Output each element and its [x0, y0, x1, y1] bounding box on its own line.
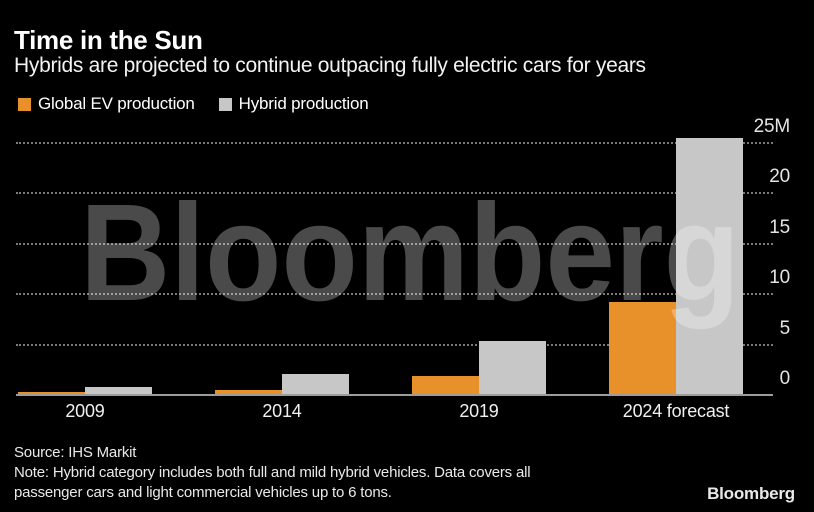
note-line-1: Note: Hybrid category includes both full… — [14, 464, 531, 481]
hybrid-bar-2014 — [282, 373, 349, 394]
hybrid-bar-2019 — [479, 340, 546, 394]
x-axis-label-2019: 2019 — [459, 401, 499, 421]
legend-label-ev: Global EV production — [38, 94, 195, 113]
gridline-15 — [16, 242, 773, 245]
gridline-5 — [16, 343, 773, 346]
ev-bar-2024 — [609, 302, 676, 394]
ev-bar-2014 — [215, 390, 282, 394]
ev-bar-2009 — [18, 392, 85, 394]
legend-item-hybrid: Hybrid production — [218, 94, 369, 114]
page-title: Time in the Sun — [14, 25, 203, 55]
y-axis-tick-label: 25M — [753, 116, 791, 137]
page-subtitle: Hybrids are projected to continue outpac… — [14, 54, 646, 77]
plot-area: 25M 20 15 10 5 0 — [0, 116, 814, 396]
legend-label-hybrid: Hybrid production — [238, 94, 369, 113]
y-axis-tick-label: 15 — [769, 216, 790, 238]
x-axis-label-2014: 2014 — [262, 401, 302, 421]
gridline-25 — [16, 142, 773, 144]
x-axis-label-2024: 2024 forecast — [622, 401, 730, 421]
ev-color-swatch-icon — [18, 97, 31, 111]
x-axis-labels: 2009 2014 2019 2024 forecast — [0, 401, 814, 423]
gridline-20 — [16, 192, 773, 195]
x-axis-baseline — [16, 394, 773, 396]
hybrid-bar-2009 — [85, 386, 152, 394]
hybrid-color-swatch-icon — [218, 97, 232, 111]
ev-bar-2019 — [412, 375, 479, 394]
y-axis-tick-label: 10 — [769, 267, 790, 289]
bloomberg-logo: Bloomberg — [707, 484, 795, 503]
y-axis-tick-label: 20 — [769, 166, 790, 188]
gridline-10 — [16, 293, 773, 296]
note-line-2: passenger cars and light commercial vehi… — [14, 484, 392, 501]
y-axis-tick-label: 0 — [779, 368, 791, 389]
x-axis-label-2009: 2009 — [65, 401, 105, 421]
legend: Global EV production Hybrid production — [18, 94, 369, 114]
source-line: Source: IHS Markit — [14, 444, 137, 461]
y-axis-tick-label: 5 — [779, 317, 791, 339]
hybrid-bar-2024 — [676, 137, 743, 394]
legend-item-ev: Global EV production — [18, 94, 195, 114]
